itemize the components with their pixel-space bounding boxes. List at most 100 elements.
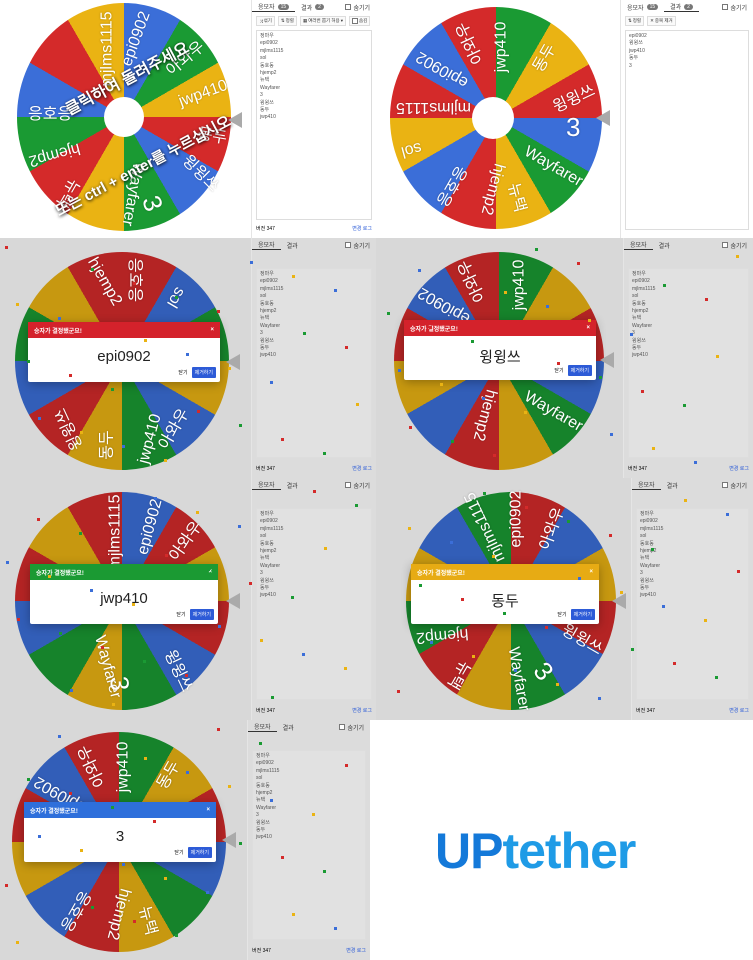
- confetti: [175, 934, 178, 937]
- tab-participants[interactable]: 응모자: [248, 722, 277, 732]
- list-item: 3: [260, 570, 263, 577]
- close-button[interactable]: 닫기: [174, 850, 184, 856]
- sort-label: 정렬: [632, 18, 642, 23]
- confetti: [239, 424, 242, 427]
- panel-winner-5: jwp410 동두 아와우 epi0902 응호응 hjemp2 뉴택 응모자 …: [0, 720, 370, 960]
- checkbox-label: 숨김: [358, 18, 368, 23]
- duplicate-select[interactable]: ▦ 여러번 뽑기 허용 ▾: [299, 16, 346, 26]
- participant-list[interactable]: 정마우 epi0902 mjlms1115 sol 동호동 hjemp2 뉴택 …: [256, 30, 372, 220]
- list-item: 정마우: [256, 753, 270, 759]
- tab-results[interactable]: 결과 2: [664, 2, 699, 12]
- participant-list[interactable]: 정마우 epi0902 mjlms1115 sol 동호동 hjemp2 뉴택 …: [628, 268, 749, 458]
- close-icon[interactable]: ×: [210, 327, 214, 333]
- close-icon[interactable]: ×: [586, 325, 590, 331]
- close-button[interactable]: 닫기: [557, 612, 567, 618]
- remove-button[interactable]: 제거하기: [191, 367, 216, 378]
- changelog-link[interactable]: 변경 로그: [352, 466, 372, 472]
- participants-sidebar: 응모자 결과 숨기기 정마우 epi0902 mjlms1115 sol 동호동…: [631, 478, 753, 720]
- sort-button[interactable]: ⇅ 정렬: [277, 16, 297, 26]
- remove-button[interactable]: 제거하기: [189, 609, 214, 620]
- confetti: [17, 618, 20, 621]
- tab-participants[interactable]: 응모자: [632, 480, 661, 490]
- hide-toggle[interactable]: 숨기기: [722, 241, 747, 250]
- changelog-link[interactable]: 변경 로그: [346, 948, 366, 954]
- hide-toggle[interactable]: 숨기기: [345, 3, 370, 12]
- confetti: [271, 696, 274, 699]
- remove-dupe-button[interactable]: ✕ 중복 제거: [647, 16, 676, 26]
- results-list[interactable]: epi0902 윙윙쓰 jwp410 동두 3: [625, 30, 749, 230]
- confetti: [334, 927, 337, 930]
- tab-results[interactable]: 결과 2: [295, 3, 330, 12]
- confetti: [16, 941, 19, 944]
- remove-button[interactable]: 제거하기: [567, 365, 592, 376]
- hide-checkbox[interactable]: [345, 242, 352, 248]
- list-item: 동호동: [260, 540, 274, 547]
- sort-button[interactable]: ⇅ 정렬: [625, 16, 645, 26]
- changelog-link[interactable]: 변경 로그: [352, 708, 372, 714]
- results-sidebar: 응모자 15 결과 2 숨기기 ⇅ 정렬 ✕ 중복 제거 epi0902 윙윙쓰 j…: [620, 0, 753, 238]
- confetti: [112, 703, 115, 706]
- list-item: jwp410: [256, 834, 272, 841]
- hide-toggle[interactable]: 숨기기: [722, 3, 747, 12]
- participant-list[interactable]: 정마우 epi0902 mjlms1115 sol 동호동 hjemp2 뉴택 …: [636, 508, 749, 700]
- hide-label: 숨기기: [730, 243, 747, 250]
- hide-toggle[interactable]: 숨기기: [722, 481, 747, 490]
- wheel-pointer: [596, 110, 610, 126]
- hide-toggle[interactable]: 숨기기: [345, 481, 370, 490]
- close-button[interactable]: 닫기: [178, 370, 188, 376]
- tab-results[interactable]: 결과: [661, 481, 684, 490]
- hide-checkbox[interactable]: [722, 242, 729, 248]
- tab-label: 응모자: [627, 5, 644, 12]
- confetti: [409, 426, 412, 429]
- tab-participants[interactable]: 응모자: [624, 240, 653, 250]
- confetti: [270, 381, 273, 384]
- confetti: [16, 303, 19, 306]
- close-icon[interactable]: ×: [208, 569, 212, 575]
- wheel-label: 동두: [98, 430, 116, 460]
- participant-list[interactable]: 정마우 epi0902 mjlms1115 sol 동호동 hjemp2 뉴택 …: [252, 750, 366, 940]
- tab-results[interactable]: 결과: [281, 241, 304, 250]
- confetti: [185, 674, 188, 677]
- list-item: mjlms1115: [640, 525, 664, 532]
- participant-list[interactable]: 정마우 epi0902 mjlms1115 sol 동호동 hjemp2 뉴택 …: [256, 508, 372, 700]
- close-button[interactable]: 닫기: [176, 612, 186, 618]
- tab-results[interactable]: 결과: [653, 241, 676, 250]
- tab-results[interactable]: 결과: [281, 481, 304, 490]
- changelog-link[interactable]: 변경 로그: [729, 466, 749, 472]
- tab-results[interactable]: 결과: [277, 723, 300, 732]
- remove-button[interactable]: 제거하기: [187, 847, 212, 858]
- confetti: [715, 676, 718, 679]
- tab-participants[interactable]: 응모자 15: [621, 3, 664, 12]
- close-icon[interactable]: ×: [206, 807, 210, 813]
- hide-checkbox[interactable]: [339, 724, 346, 730]
- close-button[interactable]: 닫기: [554, 368, 564, 374]
- confetti: [683, 404, 686, 407]
- list-item: 뉴택: [256, 797, 266, 804]
- confetti: [504, 291, 507, 294]
- hidden-checkbox[interactable]: 숨김: [348, 16, 371, 26]
- confetti: [164, 877, 167, 880]
- hide-checkbox[interactable]: [345, 4, 352, 10]
- tab-participants[interactable]: 응모자 15: [252, 2, 296, 12]
- confetti: [451, 440, 454, 443]
- confetti: [716, 355, 719, 358]
- participant-list[interactable]: 정마우 epi0902 mjlms1115 sol 동호동 hjemp2 뉴택 …: [256, 268, 372, 458]
- shuffle-button[interactable]: ⤨ 섞기: [256, 16, 275, 26]
- hide-checkbox[interactable]: [722, 482, 729, 488]
- confetti: [80, 849, 83, 852]
- hide-toggle[interactable]: 숨기기: [339, 723, 364, 732]
- tab-participants[interactable]: 응모자: [252, 240, 281, 250]
- remove-button[interactable]: 제거하기: [570, 609, 595, 620]
- hide-checkbox[interactable]: [722, 4, 729, 10]
- close-icon[interactable]: ×: [589, 569, 593, 575]
- changelog-link[interactable]: 변경 로그: [352, 226, 372, 232]
- changelog-link[interactable]: 변경 로그: [729, 708, 749, 714]
- checkbox[interactable]: [351, 18, 358, 24]
- hide-toggle[interactable]: 숨기기: [345, 241, 370, 250]
- hide-checkbox[interactable]: [345, 482, 352, 488]
- wheel-label: mjlms1115: [396, 99, 471, 116]
- list-item: epi0902: [632, 278, 650, 285]
- confetti: [38, 835, 41, 838]
- confetti: [323, 452, 326, 455]
- tab-participants[interactable]: 응모자: [252, 480, 281, 490]
